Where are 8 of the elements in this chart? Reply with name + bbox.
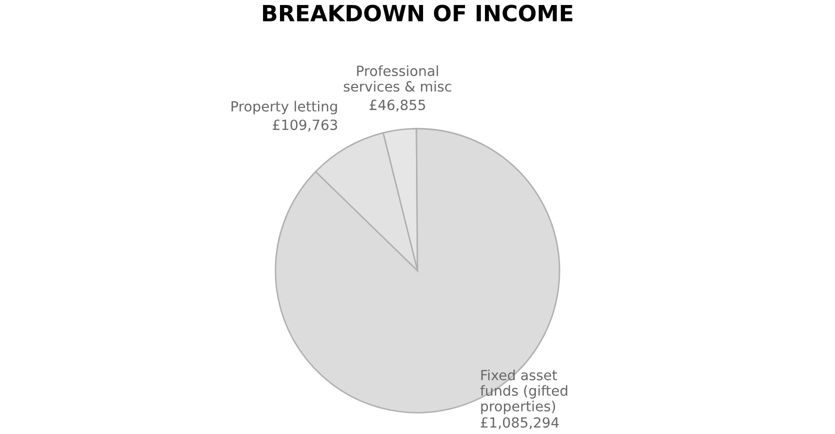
slice-label: Property letting — [232, 100, 337, 114]
data-label: £109,763 — [272, 120, 338, 132]
slice-label: Fixed asset funds (gifted properties) — [480, 370, 568, 414]
data-label: £1,085,294 — [480, 417, 559, 430]
slice-label: Professional services & misc — [344, 65, 452, 92]
pie-slice — [314, 132, 418, 272]
data-label: £46,855 — [370, 100, 426, 112]
chart-title: BREAKDOWN OF INCOME — [263, 4, 572, 22]
